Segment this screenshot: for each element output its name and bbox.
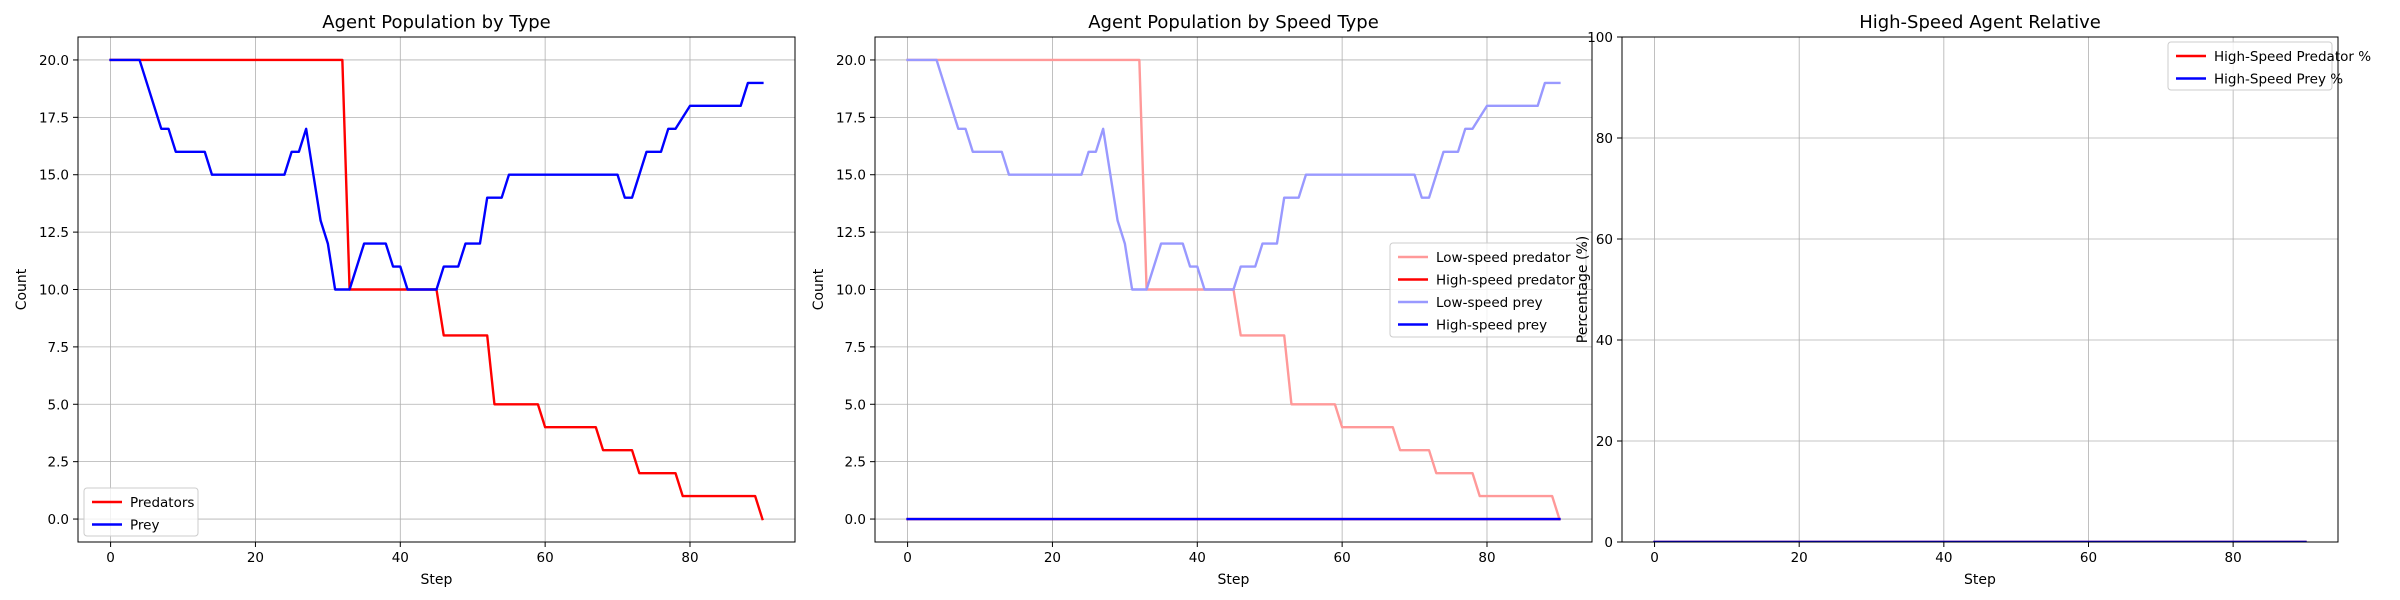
- legend-box: [1389, 242, 1587, 338]
- series-line-prey: [109, 58, 764, 291]
- x-tick-label: 80: [681, 550, 698, 566]
- y-tick-label: 40: [1596, 333, 1613, 349]
- y-axis-label: Count: [811, 268, 827, 310]
- x-tick-label: 60: [537, 550, 554, 566]
- series-line-low-speed-prey: [906, 58, 1561, 291]
- x-axis-label: Step: [421, 572, 453, 588]
- legend: Low-speed predator High-speed predator Low…: [1389, 242, 1587, 338]
- y-tick-label: 15.0: [836, 168, 866, 184]
- y-axis-label: Percentage (%): [1575, 236, 1591, 343]
- chart-panel-1: 0 20 40 60 80 0.0 2.5 5.0 7.5 10.0 12.5 15.0 17.5 20.…: [14, 12, 796, 588]
- chart-title: Agent Population by Speed Type: [1088, 12, 1379, 33]
- y-tick-label: 5.0: [845, 397, 866, 413]
- legend-label: Low-speed predator: [1436, 250, 1571, 266]
- x-axis-label: Step: [1218, 572, 1250, 588]
- x-tick-label: 40: [392, 550, 409, 566]
- y-tick-label: 2.5: [845, 455, 866, 471]
- y-tick-label: 7.5: [48, 340, 69, 356]
- legend-box: [2167, 41, 2333, 91]
- y-tick-label: 10.0: [39, 283, 69, 299]
- legend-label: Predators: [130, 495, 194, 511]
- x-tick-label: 0: [1650, 550, 1659, 566]
- x-tick-label: 80: [1478, 550, 1495, 566]
- x-tick-label: 0: [106, 550, 115, 566]
- y-tick-label: 0.0: [48, 512, 69, 528]
- x-tick-label: 60: [1334, 550, 1351, 566]
- chart-title: High-Speed Agent Relative: [1859, 12, 2101, 33]
- y-tick-label: 7.5: [845, 340, 866, 356]
- y-tick-label: 2.5: [48, 455, 69, 471]
- plot-frame: [1621, 36, 2339, 543]
- y-tick-label: 80: [1596, 131, 1613, 147]
- x-tick-label: 20: [1044, 550, 1061, 566]
- x-tick-label: 40: [1935, 550, 1952, 566]
- y-tick-label: 5.0: [48, 397, 69, 413]
- x-tick-label: 20: [1791, 550, 1808, 566]
- x-tick-label: 80: [2225, 550, 2242, 566]
- chart-panel-2: 0 20 40 60 80 0.0 2.5 5.0 7.5 10.0 12.5 15.0 17.5 20.…: [811, 12, 1593, 588]
- y-tick-label: 100: [1587, 30, 1613, 46]
- y-tick-label: 60: [1596, 232, 1613, 248]
- legend-label: High-speed predator: [1436, 273, 1575, 289]
- y-tick-label: 0: [1604, 535, 1613, 551]
- x-axis-label: Step: [1964, 572, 1996, 588]
- y-tick-label: 20.0: [39, 53, 69, 69]
- y-tick-label: 12.5: [39, 225, 69, 241]
- x-tick-label: 0: [903, 550, 912, 566]
- y-tick-label: 0.0: [845, 512, 866, 528]
- legend-label: High-Speed Predator %: [2214, 49, 2371, 65]
- x-tick-label: 40: [1189, 550, 1206, 566]
- y-axis-label: Count: [14, 268, 30, 310]
- chart-title: Agent Population by Type: [322, 12, 550, 33]
- y-tick-label: 15.0: [39, 168, 69, 184]
- y-tick-label: 10.0: [836, 283, 866, 299]
- legend-label: High-speed prey: [1436, 318, 1547, 334]
- y-tick-label: 17.5: [39, 110, 69, 126]
- legend-label: Prey: [130, 518, 159, 534]
- legend: Predators Prey: [83, 487, 199, 537]
- legend-label: High-Speed Prey %: [2214, 72, 2343, 88]
- chart-panel-3: 0 20 40 60 80 0 20 40 60 80 100 High-Speed Agent Re…: [1575, 12, 2371, 588]
- y-tick-label: 20: [1596, 434, 1613, 450]
- legend: High-Speed Predator % High-Speed Prey %: [2167, 41, 2371, 91]
- y-tick-label: 12.5: [836, 225, 866, 241]
- x-tick-label: 60: [2080, 550, 2097, 566]
- y-tick-label: 20.0: [836, 53, 866, 69]
- legend-label: Low-speed prey: [1436, 295, 1543, 311]
- x-tick-label: 20: [247, 550, 264, 566]
- y-tick-label: 17.5: [836, 110, 866, 126]
